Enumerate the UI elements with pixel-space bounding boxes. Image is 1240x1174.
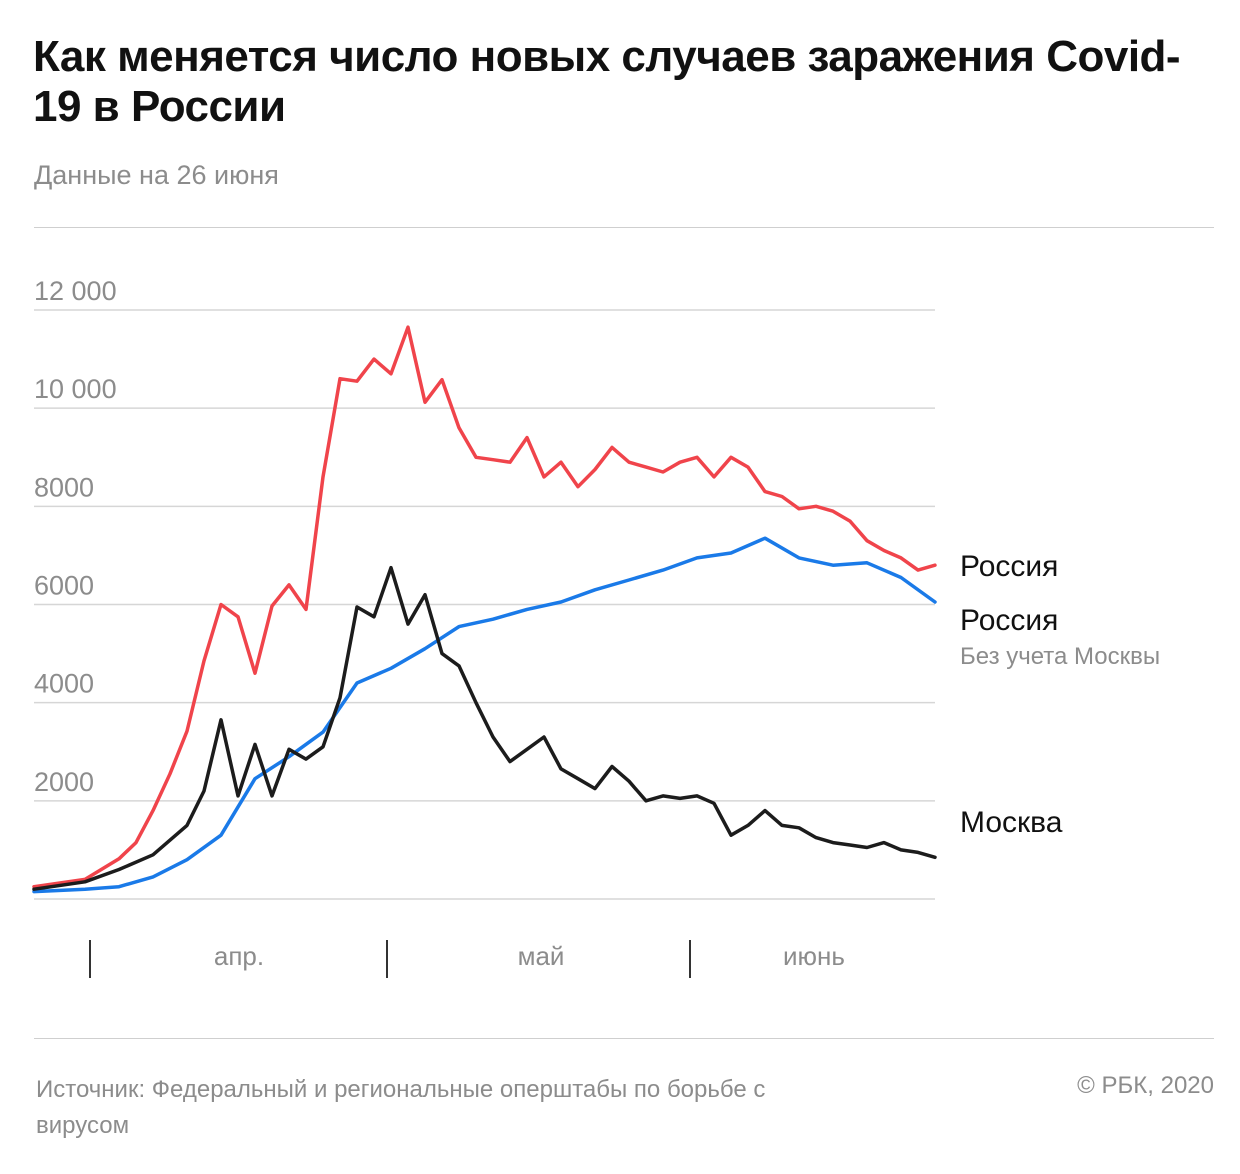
series-label-note: Без учета Москвы xyxy=(960,643,1160,670)
y-tick-label: 12 000 xyxy=(34,276,117,306)
y-tick-label: 2000 xyxy=(34,767,94,797)
y-tick-label: 6000 xyxy=(34,571,94,601)
x-tick-label: июнь xyxy=(783,941,845,971)
series-label-russia-excl-moscow: Россия xyxy=(960,604,1058,637)
series-label-russia: Россия xyxy=(960,550,1058,583)
bottom-divider xyxy=(34,1038,1214,1039)
y-tick-label: 4000 xyxy=(34,669,94,699)
chart-title: Как меняется число новых случаев заражен… xyxy=(33,32,1181,131)
source-note: Источник: Федеральный и региональные опе… xyxy=(36,1076,766,1139)
y-tick-label: 10 000 xyxy=(34,374,117,404)
top-divider xyxy=(34,227,1214,228)
series-label-moscow: Москва xyxy=(960,806,1063,839)
x-tick-label: апр. xyxy=(214,941,264,971)
series-line-russia xyxy=(32,325,937,889)
series-line-russia-excl-moscow xyxy=(32,536,937,894)
chart-subtitle: Данные на 26 июня xyxy=(34,160,279,190)
copyright: © РБК, 2020 xyxy=(1077,1072,1214,1099)
y-tick-label: 8000 xyxy=(34,472,94,502)
series-line-moscow xyxy=(32,565,937,891)
x-tick-label: май xyxy=(518,941,565,971)
line-chart: 2000 4000 6000 8000 10 000 12 000 апр. май июнь Р… xyxy=(32,276,1160,978)
